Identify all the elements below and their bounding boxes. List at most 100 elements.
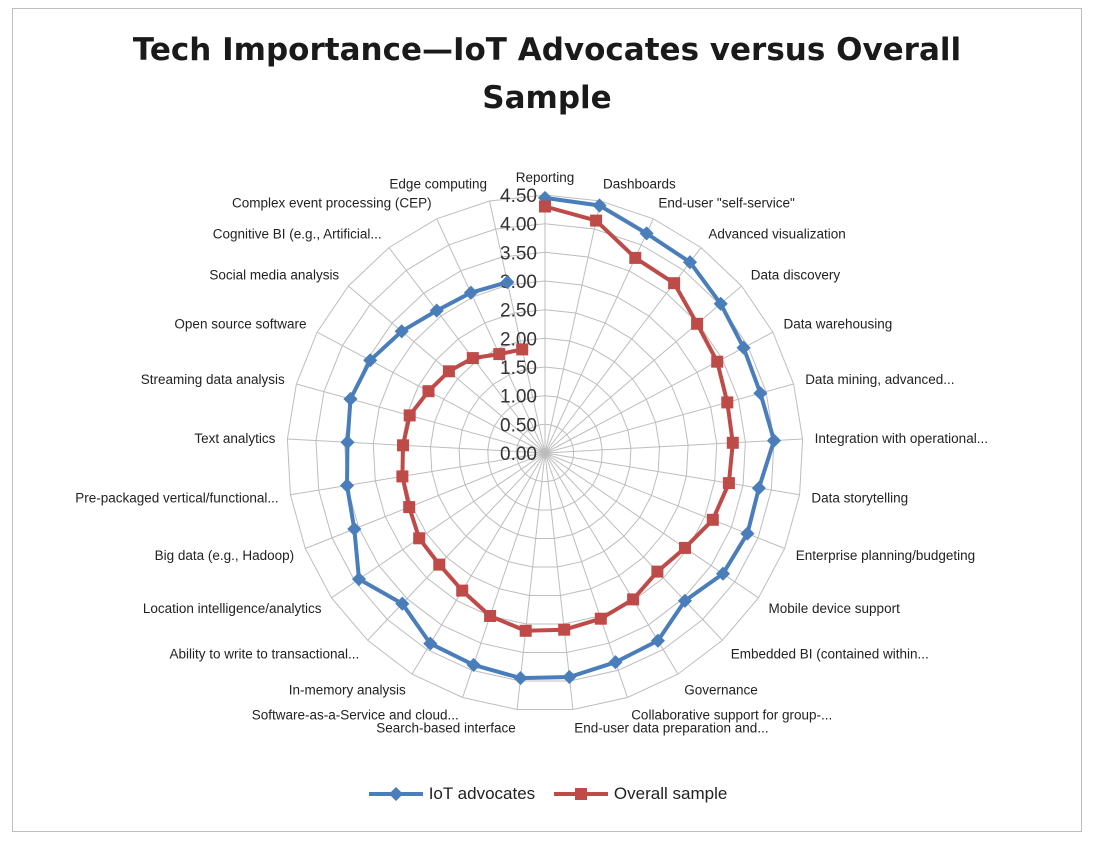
data-point[interactable] xyxy=(766,433,782,448)
data-point[interactable] xyxy=(519,624,532,637)
data-point[interactable] xyxy=(516,343,529,356)
category-label: Data warehousing xyxy=(784,317,893,332)
grid-spoke xyxy=(544,331,774,454)
category-label: Big data (e.g., Hadoop) xyxy=(155,548,295,563)
legend-item-overall[interactable]: Overall sample xyxy=(552,784,727,804)
data-point[interactable] xyxy=(753,386,768,401)
radial-tick-label: 4.50 xyxy=(500,186,537,207)
legend-marker-iot xyxy=(368,787,423,801)
data-point[interactable] xyxy=(627,593,640,606)
data-point[interactable] xyxy=(650,633,665,648)
data-point[interactable] xyxy=(639,226,654,241)
category-label: In-memory analysis xyxy=(289,683,406,698)
category-label: Governance xyxy=(684,683,758,698)
data-point[interactable] xyxy=(395,596,410,611)
data-point[interactable] xyxy=(590,214,603,227)
grid-ring xyxy=(372,280,718,625)
data-point[interactable] xyxy=(668,277,681,290)
grid-ring xyxy=(458,366,632,539)
chart-title-line-1: Tech Importance—IoT Advocates versus Ove… xyxy=(132,32,962,68)
radar-grid xyxy=(286,194,804,710)
data-point[interactable] xyxy=(679,541,691,554)
grid-ring xyxy=(429,337,661,568)
data-point[interactable] xyxy=(466,352,479,365)
data-point[interactable] xyxy=(751,481,766,496)
grid-spoke xyxy=(305,452,546,549)
data-point[interactable] xyxy=(484,610,497,622)
data-point[interactable] xyxy=(706,513,719,526)
data-point[interactable] xyxy=(721,396,734,409)
category-label: Dashboards xyxy=(603,177,676,192)
data-point[interactable] xyxy=(726,436,739,449)
data-point[interactable] xyxy=(463,285,478,300)
legend-marker-overall xyxy=(553,788,608,800)
data-point[interactable] xyxy=(396,470,409,483)
category-label: Collaborative support for group-... xyxy=(631,708,832,723)
data-point[interactable] xyxy=(651,565,664,578)
data-point[interactable] xyxy=(340,435,355,450)
data-point[interactable] xyxy=(691,317,704,330)
data-point[interactable] xyxy=(592,198,607,213)
legend-label-iot: IoT advocates xyxy=(428,784,536,803)
data-point[interactable] xyxy=(594,612,607,625)
data-point[interactable] xyxy=(740,526,755,541)
data-point[interactable] xyxy=(682,255,698,270)
data-point[interactable] xyxy=(513,671,528,686)
radial-tick-label: 1.00 xyxy=(500,387,537,408)
category-label: Complex event processing (CEP) xyxy=(232,196,432,211)
grid-ring xyxy=(401,309,689,596)
grid-spoke xyxy=(411,452,546,675)
data-point[interactable] xyxy=(722,477,735,490)
data-point[interactable] xyxy=(456,584,469,597)
grid-spoke xyxy=(296,383,546,454)
data-point[interactable] xyxy=(403,409,416,422)
category-label: Mobile device support xyxy=(769,601,901,616)
data-point[interactable] xyxy=(493,348,506,361)
legend-item-iot[interactable]: IoT advocates xyxy=(367,784,535,804)
chart-frame xyxy=(12,8,1082,832)
data-point[interactable] xyxy=(433,558,446,571)
data-point[interactable] xyxy=(713,296,728,311)
grid-spoke xyxy=(331,452,546,599)
category-label: Integration with operational... xyxy=(815,431,988,446)
data-point[interactable] xyxy=(677,593,693,608)
category-label: Enterprise planning/budgeting xyxy=(796,548,975,563)
data-point[interactable] xyxy=(558,623,571,636)
data-point[interactable] xyxy=(608,655,623,670)
grid-spoke xyxy=(544,200,601,454)
chart-title-line-2: Sample xyxy=(482,80,612,116)
data-point[interactable] xyxy=(736,340,751,355)
radial-tick-label: 2.50 xyxy=(500,301,537,322)
data-point[interactable] xyxy=(397,439,409,452)
category-label: End-user data preparation and... xyxy=(574,720,768,735)
legend-label-overall: Overall sample xyxy=(613,784,728,803)
data-point[interactable] xyxy=(423,636,438,651)
grid-spoke xyxy=(489,200,546,454)
grid-spoke xyxy=(287,438,546,454)
data-point[interactable] xyxy=(429,303,444,318)
data-point[interactable] xyxy=(711,355,724,368)
series-line xyxy=(345,195,776,681)
data-point[interactable] xyxy=(394,324,409,339)
radial-tick-label: 0.00 xyxy=(500,444,537,465)
data-point[interactable] xyxy=(347,521,362,537)
data-point[interactable] xyxy=(539,200,551,213)
data-point[interactable] xyxy=(562,669,577,685)
grid-ring xyxy=(315,223,775,682)
category-label: Edge computing xyxy=(389,177,487,192)
data-point[interactable] xyxy=(351,572,367,587)
data-point[interactable] xyxy=(466,657,481,672)
data-point[interactable] xyxy=(422,385,435,398)
data-point[interactable] xyxy=(629,251,642,264)
data-point[interactable] xyxy=(715,566,731,581)
series-layer xyxy=(339,190,782,686)
data-point[interactable] xyxy=(363,353,378,368)
data-point[interactable] xyxy=(442,365,455,378)
data-point[interactable] xyxy=(343,391,358,407)
data-point[interactable] xyxy=(500,275,515,290)
data-point[interactable] xyxy=(403,501,416,514)
data-point[interactable] xyxy=(413,532,426,545)
data-point[interactable] xyxy=(339,478,355,493)
grid-spoke xyxy=(462,452,546,698)
